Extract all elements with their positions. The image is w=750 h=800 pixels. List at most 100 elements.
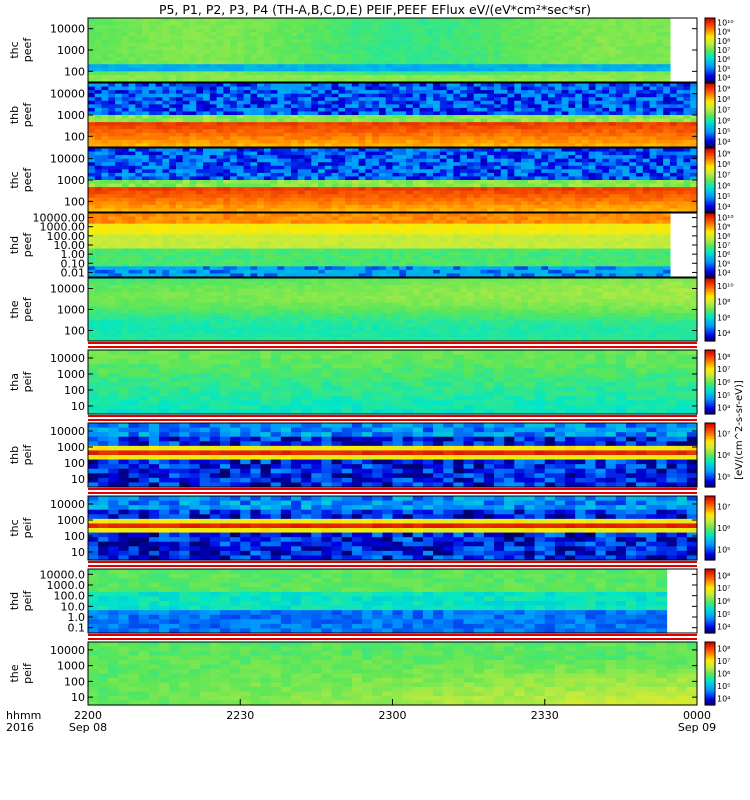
heatmap-cell: [182, 100, 191, 105]
heatmap-cell: [406, 143, 414, 148]
heatmap-cell: [250, 151, 258, 156]
heatmap-cell: [94, 187, 103, 192]
heatmap-cell: [406, 18, 414, 23]
heatmap-cell: [169, 151, 177, 156]
heatmap-cell: [514, 148, 522, 153]
heatmap-cell: [460, 46, 468, 51]
heatmap-cell: [514, 122, 522, 127]
heatmap-cell: [575, 169, 583, 174]
heatmap-cell: [182, 122, 191, 127]
heatmap-cell: [568, 129, 576, 134]
heatmap-cell: [277, 100, 285, 105]
heatmap-cell: [541, 46, 549, 51]
heatmap-cell: [250, 104, 258, 109]
heatmap-cell: [243, 28, 251, 33]
heatmap-cell: [548, 115, 556, 120]
heatmap-cell: [216, 194, 224, 199]
heatmap-cell: [629, 42, 637, 48]
heatmap-cell: [548, 50, 556, 55]
heatmap-cell: [189, 35, 197, 40]
heatmap-cell: [236, 97, 245, 102]
heatmap-cell: [365, 190, 373, 195]
heatmap-cell: [345, 132, 353, 137]
heatmap-cell: [236, 83, 245, 88]
heatmap-cell: [270, 71, 279, 76]
heatmap-cell: [433, 97, 441, 102]
heatmap-cell: [162, 39, 170, 44]
heatmap-cell: [297, 39, 306, 44]
heatmap-cell: [514, 39, 522, 44]
heatmap-cell: [480, 122, 488, 127]
heatmap-cell: [135, 172, 143, 178]
heatmap-cell: [514, 194, 522, 199]
heatmap-cell: [358, 74, 367, 80]
heatmap-cell: [216, 176, 224, 181]
heatmap-cell: [615, 190, 624, 195]
heatmap-cell: [142, 64, 150, 69]
heatmap-cell: [446, 42, 454, 48]
heatmap-cell: [554, 204, 563, 210]
heatmap-cell: [216, 162, 224, 167]
heatmap-cell: [257, 155, 265, 160]
heatmap-cell: [324, 155, 333, 160]
heatmap-cell: [527, 208, 536, 213]
heatmap-cell: [203, 35, 211, 40]
heatmap-cell: [304, 183, 312, 188]
heatmap-cell: [527, 143, 536, 148]
heatmap-cell: [636, 151, 644, 156]
heatmap-cell: [426, 165, 434, 170]
heatmap-cell: [406, 107, 414, 113]
heatmap-cell: [399, 176, 407, 181]
heatmap-cell: [433, 35, 441, 40]
heatmap-cell: [507, 132, 515, 137]
heatmap-cell: [148, 115, 157, 120]
heatmap-cell: [494, 78, 502, 83]
heatmap-cell: [236, 67, 245, 72]
heatmap-cell: [162, 139, 170, 145]
heatmap-cell: [500, 151, 509, 156]
heatmap-cell: [602, 162, 610, 167]
heatmap-cell: [548, 197, 556, 202]
heatmap-cell: [406, 104, 414, 109]
heatmap-cell: [636, 21, 644, 26]
heatmap-cell: [182, 139, 191, 145]
heatmap-cell: [345, 100, 353, 105]
heatmap-cell: [230, 125, 238, 130]
heatmap-cell: [257, 194, 265, 199]
heatmap-cell: [378, 125, 387, 130]
heatmap-cell: [277, 172, 285, 178]
heatmap-cell: [554, 169, 563, 174]
heatmap-cell: [595, 187, 603, 192]
heatmap-cell: [406, 57, 414, 62]
heatmap-cell: [88, 90, 96, 95]
heatmap-cell: [439, 74, 448, 80]
heatmap-cell: [372, 125, 380, 130]
heatmap-cell: [284, 204, 292, 210]
heatmap-cell: [230, 93, 238, 98]
heatmap-cell: [236, 104, 245, 109]
heatmap-cell: [636, 86, 644, 91]
heatmap-cell: [602, 83, 610, 88]
heatmap-cell: [426, 190, 434, 195]
heatmap-cell: [284, 129, 292, 134]
heatmap-cell: [243, 42, 251, 48]
heatmap-cell: [548, 151, 556, 156]
colorbar-tick-label: 10⁴: [717, 138, 730, 147]
heatmap-cell: [115, 93, 123, 98]
heatmap-cell: [615, 83, 624, 88]
heatmap-cell: [602, 64, 610, 69]
heatmap-cell: [189, 143, 197, 148]
heatmap-cell: [263, 83, 272, 88]
heatmap-cell: [345, 78, 353, 83]
heatmap-cell: [297, 53, 306, 58]
heatmap-cell: [636, 172, 644, 178]
heatmap-cell: [243, 71, 251, 76]
heatmap-cell: [121, 50, 130, 55]
heatmap-cell: [270, 155, 279, 160]
heatmap-cell: [94, 78, 103, 83]
colorbar-segment: [705, 170, 715, 173]
heatmap-cell: [561, 53, 570, 58]
heatmap-cell: [250, 115, 258, 120]
heatmap-cell: [331, 155, 339, 160]
heatmap-cell: [378, 42, 387, 48]
